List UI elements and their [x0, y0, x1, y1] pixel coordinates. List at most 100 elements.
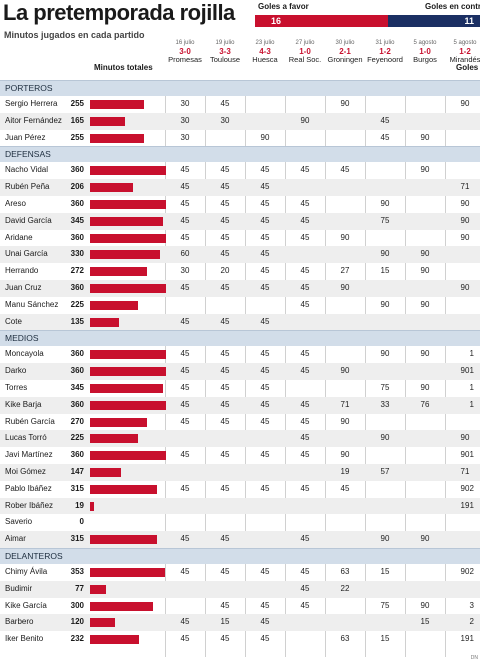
player-name: Nacho Vidal	[5, 165, 48, 175]
match-minutes: 45	[260, 399, 270, 409]
table-row: Areso 360 45 45 45 45 90 90	[0, 196, 480, 213]
match-minutes: 90	[420, 299, 430, 309]
player-goals: 1	[469, 500, 474, 510]
match-minutes: 45	[220, 416, 230, 426]
player-name: Chimy Ávila	[5, 566, 48, 576]
table-row: Sergio Herrera 255 30 45 90 90	[0, 96, 480, 113]
match-minutes: 90	[420, 165, 430, 175]
total-minutes: 225	[70, 433, 84, 443]
match-opponent: Toulouse	[209, 55, 241, 65]
player-name: Herrando	[5, 266, 39, 276]
section-header: PORTEROS	[0, 80, 480, 96]
match-minutes: 90	[420, 600, 430, 610]
player-name: Aridane	[5, 232, 33, 242]
table-row: Nacho Vidal 360 45 45 45 45 45 90	[0, 162, 480, 179]
total-minutes: 315	[70, 483, 84, 493]
total-minutes: 232	[70, 634, 84, 644]
player-name: Moi Gómez	[5, 466, 46, 476]
table-row: Pablo Ibáñez 315 45 45 45 45 45 90 2	[0, 481, 480, 498]
table-row: Moi Gómez 147 19 57 71	[0, 463, 480, 481]
player-name: Rubén Peña	[5, 182, 50, 192]
minutes-bar	[90, 133, 144, 143]
match-minutes: 45	[220, 566, 230, 576]
match-minutes: 90	[460, 232, 470, 242]
match-minutes: 90	[460, 198, 470, 208]
match-minutes: 45	[220, 349, 230, 359]
minutes-bar	[90, 216, 163, 226]
player-goals: 1	[469, 634, 474, 644]
match-minutes: 45	[380, 115, 390, 125]
minutes-bar	[90, 451, 166, 461]
table-row: Javi Martínez 360 45 45 45 45 90 90 1	[0, 447, 480, 464]
match-opponent: Feyenoord	[367, 55, 403, 65]
match-date: 23 julio	[255, 40, 275, 46]
match-minutes: 45	[300, 266, 310, 276]
minutes-bar	[90, 400, 166, 410]
match-minutes: 45	[300, 583, 310, 593]
match-minutes: 71	[460, 182, 470, 192]
match-minutes: 45	[300, 416, 310, 426]
player-name: Saverio	[5, 517, 33, 527]
match-minutes: 60	[180, 249, 190, 259]
match-minutes: 45	[180, 316, 190, 326]
match-minutes: 20	[220, 266, 230, 276]
match-minutes: 90	[380, 198, 390, 208]
total-minutes: 225	[70, 299, 84, 309]
player-goals: 1	[469, 382, 474, 392]
match-minutes: 45	[220, 634, 230, 644]
match-header-3: 23 julio 4-3 Huesca	[245, 40, 285, 65]
total-minutes: 165	[70, 115, 84, 125]
goals-for-label: Goles a favor	[258, 2, 309, 11]
player-name: Torres	[5, 382, 28, 392]
match-minutes: 45	[220, 182, 230, 192]
minutes-bar	[90, 383, 163, 393]
match-minutes: 15	[220, 617, 230, 627]
player-goals: 1	[469, 450, 474, 460]
match-date: 5 agosto	[413, 40, 437, 46]
total-minutes: 360	[70, 450, 84, 460]
player-goals: 1	[469, 366, 474, 376]
minutes-bar	[90, 601, 154, 611]
match-date: 19 julio	[215, 40, 235, 46]
total-minutes: 360	[70, 232, 84, 242]
total-minutes: 255	[70, 99, 84, 108]
player-name: Rubén García	[5, 416, 55, 426]
table-row: Chimy Ávila 353 45 45 45 45 63 15 90 2	[0, 564, 480, 581]
match-minutes: 45	[220, 399, 230, 409]
table-row: Saverio 0	[0, 514, 480, 531]
goals-against-value: 11	[464, 16, 474, 26]
match-minutes: 45	[180, 165, 190, 175]
player-name: Sergio Herrera	[5, 99, 58, 108]
match-minutes: 45	[220, 249, 230, 259]
match-minutes: 90	[420, 266, 430, 276]
total-minutes: 270	[70, 416, 84, 426]
section-header: DELANTEROS	[0, 547, 480, 564]
match-minutes: 45	[260, 634, 270, 644]
match-opponent: Huesca	[252, 55, 278, 65]
match-minutes: 45	[300, 399, 310, 409]
player-name: Aimar	[5, 534, 26, 544]
minutes-bar	[90, 484, 157, 494]
match-minutes: 45	[260, 617, 270, 627]
match-opponent: Real Soc.	[288, 55, 322, 65]
match-minutes: 76	[420, 399, 430, 409]
player-goals: 2	[469, 566, 474, 576]
match-minutes: 90	[300, 115, 310, 125]
match-opponent: Promesas	[168, 55, 202, 65]
total-minutes: 330	[70, 249, 84, 259]
credit-mark: DN	[470, 655, 478, 661]
match-minutes: 45	[180, 416, 190, 426]
total-minutes: 255	[70, 132, 84, 142]
player-name: Kike García	[5, 600, 47, 610]
match-header-2: 19 julio 3-3 Toulouse	[205, 40, 245, 65]
match-score: 1-2	[379, 46, 391, 56]
player-name: Areso	[5, 198, 26, 208]
player-name: Juan Pérez	[5, 132, 46, 142]
minutes-bar	[90, 233, 166, 243]
match-date: 5 agosto	[453, 40, 477, 46]
match-minutes: 90	[420, 349, 430, 359]
match-minutes: 45	[340, 483, 350, 493]
player-name: Pablo Ibáñez	[5, 483, 52, 493]
total-minutes: 272	[70, 266, 84, 276]
player-name: Budimir	[5, 583, 33, 593]
